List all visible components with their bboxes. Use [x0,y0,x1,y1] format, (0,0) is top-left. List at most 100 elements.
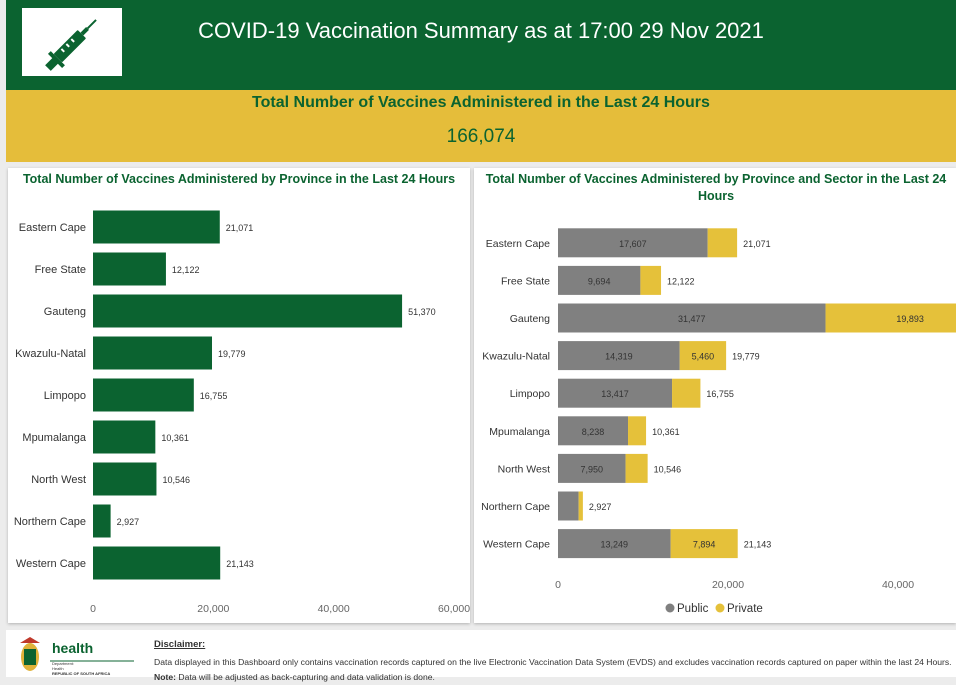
category-label: Northern Cape [481,501,550,513]
total-label: 19,779 [732,352,760,362]
bar[interactable] [93,378,194,412]
bar[interactable] [93,336,213,370]
data-label: 19,779 [218,349,246,359]
disclaimer-title: Disclaimer: [154,639,206,650]
segment-label: 9,694 [588,276,611,286]
bar-segment[interactable] [628,416,647,446]
segment-label: 13,249 [601,540,629,550]
sector-chart-title: Total Number of Vaccines Administered by… [485,172,947,203]
category-label: Eastern Cape [19,222,86,234]
category-label: North West [498,463,550,475]
bar-segment[interactable] [558,265,641,295]
bar-segment[interactable] [558,491,579,521]
province-chart-title: Total Number of Vaccines Administered by… [22,172,456,186]
coat-of-arms-icon [20,637,134,671]
segment-label: 7,894 [693,540,716,550]
bar-segment[interactable] [558,378,673,408]
summary-banner: Total Number of Vaccines Administered in… [6,90,956,162]
data-label: 12,122 [172,265,200,275]
segment-label: 17,607 [619,239,647,249]
note-text: Data will be adjusted as back-capturing … [178,672,435,682]
bar[interactable] [93,252,166,286]
total-label: 10,361 [652,427,680,437]
segment-label: 5,460 [692,352,715,362]
bar-segment[interactable] [558,529,671,559]
bar-segment[interactable] [625,453,648,483]
legend-marker [665,603,675,613]
bar-segment[interactable] [679,341,727,371]
bar-segment[interactable] [558,341,680,371]
category-label: Western Cape [483,539,550,551]
health-logo-sub2: Health [52,666,64,671]
health-department-logo: health Department: Health REPUBLIC OF SO… [14,635,139,677]
segment-label: 13,417 [601,389,629,399]
legend-label: Private [727,603,763,615]
segment-label: 19,893 [896,314,924,324]
bar-segment[interactable] [558,416,629,446]
data-label: 21,143 [226,559,254,569]
bar-segment[interactable] [558,303,826,333]
category-label: Western Cape [16,558,86,570]
x-tick-label: 60,000 [438,603,470,615]
health-logo-sub1: Department: [52,661,75,666]
sector-stacked-bar-chart[interactable]: Eastern Cape 17,607 21,071 Free State 9,694 1… [474,168,956,623]
sector-chart-panel[interactable]: Total Number of Vaccines Administered by… [474,168,956,623]
bar-segment[interactable] [558,228,708,258]
bar-segment[interactable] [578,491,583,521]
total-label: 16,755 [706,389,734,399]
bar-segment[interactable] [640,265,662,295]
bar[interactable] [93,504,111,538]
category-label: Mpumalanga [489,426,550,438]
total-label: 21,143 [744,540,772,550]
category-label: Free State [35,264,86,276]
category-label: Eastern Cape [486,238,550,250]
bar-segment[interactable] [558,453,626,483]
category-label: Limpopo [44,390,86,402]
health-logo-sub3: REPUBLIC OF SOUTH AFRICA [52,671,111,676]
bar[interactable] [93,462,157,496]
total-label: 21,071 [743,239,771,249]
category-label: Free State [501,275,550,287]
bar[interactable] [93,420,156,454]
data-label: 2,927 [117,517,140,527]
x-tick-label: 20,000 [712,579,744,591]
segment-label: 31,477 [678,314,706,324]
x-tick-label: 0 [555,579,561,591]
x-tick-label: 40,000 [882,579,914,591]
data-label: 10,361 [161,433,189,443]
bar[interactable] [93,210,220,244]
footer: health Department: Health REPUBLIC OF SO… [6,630,956,682]
summary-title: Total Number of Vaccines Administered in… [252,94,710,111]
legend-marker [715,603,725,613]
total-label: 12,122 [667,276,695,286]
legend-label: Public [677,603,709,615]
category-label: Kwazulu-Natal [482,351,550,363]
category-label: Gauteng [510,313,550,325]
logo-box [22,8,122,76]
data-label: 16,755 [200,391,228,401]
summary-value: 166,074 [446,126,516,147]
x-tick-label: 20,000 [197,603,229,615]
bar-segment[interactable] [670,529,738,559]
bar[interactable] [93,546,221,580]
total-label: 2,927 [589,502,612,512]
segment-label: 14,319 [605,352,633,362]
data-label: 21,071 [226,223,254,233]
note-label: Note: [154,672,176,682]
bar-segment[interactable] [825,303,956,333]
category-label: Mpumalanga [22,432,86,444]
bar[interactable] [93,294,403,328]
province-bar-chart[interactable]: Eastern Cape 21,071 Free State 12,122 Gauten… [8,168,470,623]
disclaimer-body: Data displayed in this Dashboard only co… [154,657,952,667]
bar-segment[interactable] [707,228,738,258]
x-tick-label: 40,000 [318,603,350,615]
dashboard-header: COVID-19 Vaccination Summary as at 17:00… [6,0,956,90]
category-label: North West [31,474,86,486]
dashboard-title: COVID-19 Vaccination Summary as at 17:00… [198,18,764,43]
segment-label: 8,238 [582,427,605,437]
category-label: Limpopo [510,388,550,400]
total-label: 10,546 [654,464,682,474]
province-chart-panel[interactable]: Total Number of Vaccines Administered by… [8,168,470,623]
category-label: Kwazulu-Natal [15,348,86,360]
bar-segment[interactable] [672,378,701,408]
